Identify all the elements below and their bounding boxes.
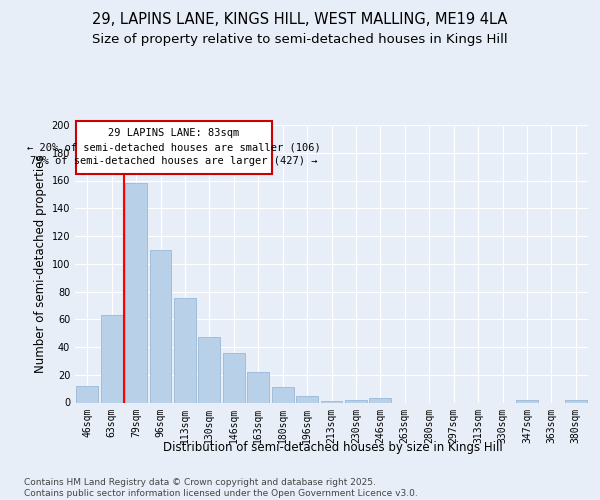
Bar: [199, 338, 220, 402]
FancyBboxPatch shape: [76, 121, 272, 174]
Bar: [296, 396, 318, 402]
Bar: [101, 315, 122, 402]
Bar: [516, 400, 538, 402]
Bar: [223, 352, 245, 403]
Text: Size of property relative to semi-detached houses in Kings Hill: Size of property relative to semi-detach…: [92, 32, 508, 46]
Bar: [272, 387, 293, 402]
Text: Contains HM Land Registry data © Crown copyright and database right 2025.
Contai: Contains HM Land Registry data © Crown c…: [24, 478, 418, 498]
Bar: [125, 184, 147, 402]
Bar: [174, 298, 196, 403]
Text: 29, LAPINS LANE, KINGS HILL, WEST MALLING, ME19 4LA: 29, LAPINS LANE, KINGS HILL, WEST MALLIN…: [92, 12, 508, 28]
Bar: [247, 372, 269, 402]
Bar: [149, 250, 172, 402]
Bar: [345, 400, 367, 402]
Bar: [76, 386, 98, 402]
Text: Distribution of semi-detached houses by size in Kings Hill: Distribution of semi-detached houses by …: [163, 441, 503, 454]
Bar: [565, 400, 587, 402]
Text: 29 LAPINS LANE: 83sqm
← 20% of semi-detached houses are smaller (106)
79% of sem: 29 LAPINS LANE: 83sqm ← 20% of semi-deta…: [27, 128, 321, 166]
Bar: [370, 398, 391, 402]
Y-axis label: Number of semi-detached properties: Number of semi-detached properties: [34, 154, 47, 373]
Bar: [320, 401, 343, 402]
